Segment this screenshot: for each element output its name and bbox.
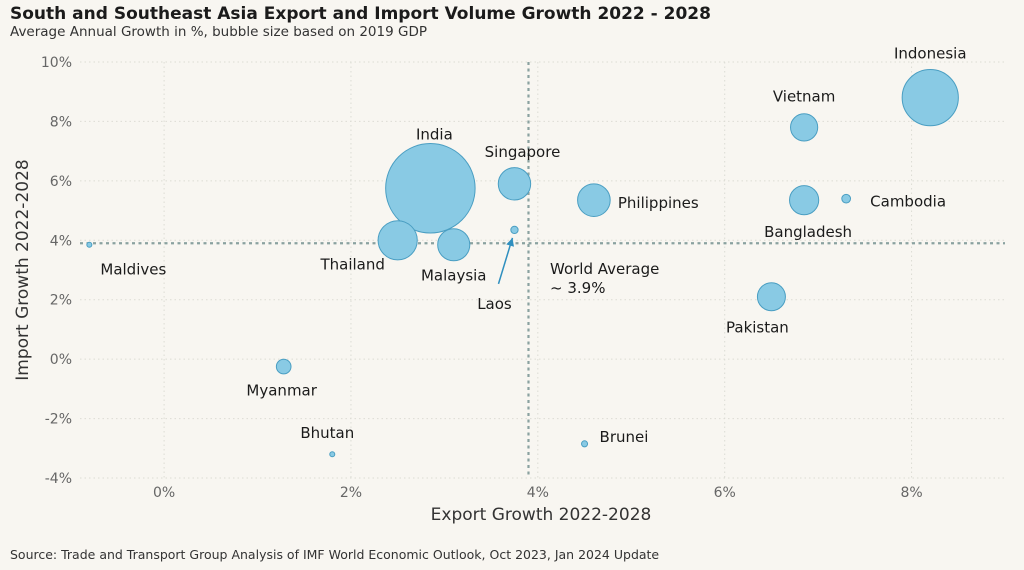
label-laos: Laos: [477, 295, 512, 313]
label-vietnam: Vietnam: [773, 87, 836, 105]
laos-arrow-head: [506, 237, 514, 247]
grid-layer: [80, 61, 1005, 479]
x-tick-label: 2%: [340, 485, 362, 501]
bubble-pakistan: [756, 282, 786, 312]
label-bhutan: Bhutan: [300, 424, 354, 442]
chart-title: South and Southeast Asia Export and Impo…: [10, 4, 711, 24]
label-singapore: Singapore: [485, 143, 561, 161]
annotations: World Average ~ 3.9%: [550, 260, 659, 297]
y-tick-label: 0%: [50, 352, 72, 368]
label-india: India: [416, 125, 453, 143]
y-tick-label: 4%: [50, 233, 72, 249]
y-axis-title: Import Growth 2022-2028: [13, 159, 33, 380]
bubbles: [86, 69, 959, 458]
world-average-value: ~ 3.9%: [550, 279, 605, 297]
x-tick-label: 0%: [153, 485, 175, 501]
source-note: Source: Trade and Transport Group Analys…: [10, 547, 660, 562]
chart-subtitle: Average Annual Growth in %, bubble size …: [10, 24, 427, 40]
x-tick-label: 6%: [714, 485, 736, 501]
x-axis-title: Export Growth 2022-2028: [431, 505, 652, 525]
bubble-vietnam: [790, 113, 819, 142]
bubble-philippines: [577, 183, 611, 217]
label-pakistan: Pakistan: [726, 319, 789, 337]
x-tick-label: 4%: [527, 485, 549, 501]
bubble-indonesia: [901, 69, 959, 127]
label-cambodia: Cambodia: [870, 193, 946, 211]
bubble-cambodia: [841, 193, 852, 204]
y-tick-label: -4%: [45, 471, 72, 487]
bubble-malaysia: [437, 228, 471, 262]
bubble-bhutan: [329, 451, 336, 458]
bubble-laos: [510, 225, 519, 235]
y-tick-label: 6%: [50, 174, 72, 190]
reference-lines: [80, 62, 1005, 478]
label-thailand: Thailand: [319, 255, 384, 273]
laos-arrow-line: [497, 237, 514, 285]
bubble-bangladesh: [789, 185, 820, 216]
tick-labels: 0% 2% 4% 6% 8% -4% -2% 0% 2% 4% 6% 8% 10%: [41, 55, 923, 501]
x-tick-label: 8%: [900, 485, 922, 501]
y-tick-label: 10%: [41, 55, 72, 71]
bubble-thailand: [377, 220, 418, 261]
bubble-labels: Indonesia Vietnam India Singapore Philippine…: [100, 45, 966, 446]
label-philippines: Philippines: [618, 194, 699, 212]
bubble-brunei: [581, 440, 589, 448]
y-tick-label: -2%: [45, 412, 72, 428]
label-myanmar: Myanmar: [246, 382, 317, 400]
y-tick-label: 8%: [50, 114, 72, 130]
bubble-myanmar: [275, 358, 292, 375]
bubble-maldives: [86, 241, 93, 248]
world-average-label: World Average: [550, 260, 659, 278]
label-brunei: Brunei: [600, 428, 649, 446]
y-tick-label: 2%: [50, 293, 72, 309]
bubble-singapore: [497, 167, 532, 201]
label-maldives: Maldives: [100, 261, 166, 279]
label-bangladesh: Bangladesh: [764, 223, 852, 241]
bubble-india: [385, 143, 476, 234]
label-malaysia: Malaysia: [421, 267, 487, 285]
label-indonesia: Indonesia: [894, 45, 967, 63]
